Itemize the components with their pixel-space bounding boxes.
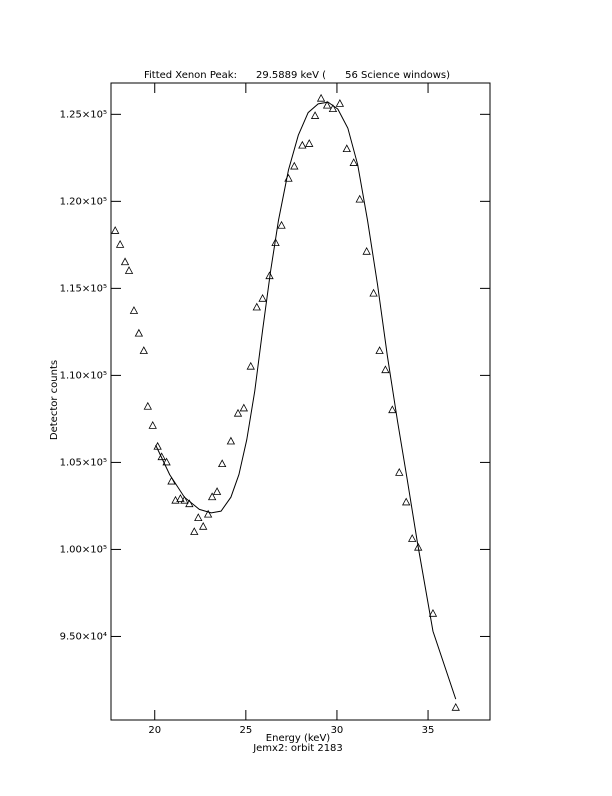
data-point	[143, 401, 152, 410]
data-point	[355, 194, 364, 203]
data-point	[451, 702, 460, 711]
data-point	[226, 436, 236, 445]
chart-title: Fitted Xenon Peak: 29.5889 keV ( 56 Scie…	[144, 70, 450, 81]
data-point	[258, 293, 267, 302]
y-tick-label: 1.05×10⁵	[60, 457, 107, 468]
data-point	[233, 408, 243, 417]
data-point	[362, 246, 371, 255]
data-point	[239, 403, 249, 412]
data-point	[271, 238, 280, 247]
data-point	[129, 306, 139, 314]
data-point	[124, 266, 134, 274]
data-point	[134, 328, 144, 337]
data-point	[246, 361, 255, 370]
y-tick-label: 9.50×10⁴	[60, 631, 107, 642]
data-point	[176, 494, 185, 502]
data-point	[194, 513, 203, 522]
data-point	[120, 257, 130, 266]
data-point	[277, 220, 286, 229]
data-point	[157, 452, 166, 461]
data-point	[328, 104, 338, 113]
data-point	[252, 302, 261, 311]
data-point	[115, 240, 125, 248]
data-point	[180, 495, 189, 504]
data-point	[171, 495, 180, 504]
data-point	[395, 468, 404, 476]
data-point	[402, 497, 411, 506]
fit-line	[155, 101, 457, 700]
y-tick-label: 1.10×10⁵	[60, 370, 107, 381]
x-tick-label: 30	[331, 725, 344, 736]
data-point	[212, 487, 222, 495]
data-point	[148, 421, 157, 429]
data-point	[428, 608, 438, 617]
data-point	[310, 111, 320, 119]
data-point	[111, 226, 120, 234]
data-point	[349, 158, 358, 166]
data-point	[190, 527, 199, 535]
data-point	[342, 144, 351, 153]
data-point	[408, 534, 417, 542]
data-point	[207, 492, 217, 501]
data-point	[316, 93, 326, 102]
data-point	[203, 509, 213, 518]
y-axis-label: Detector counts	[49, 360, 60, 440]
data-point	[414, 542, 423, 551]
data-point	[381, 365, 390, 374]
y-tick-label: 1.15×10⁵	[60, 283, 107, 294]
x-tick-label: 35	[422, 725, 435, 736]
plot-frame	[110, 82, 491, 721]
data-point	[199, 521, 208, 530]
x-axis-label: Energy (keV)	[266, 733, 331, 744]
data-point	[185, 499, 194, 508]
data-point	[388, 405, 397, 414]
data-point	[162, 457, 171, 466]
data-point	[335, 99, 345, 107]
data-point	[369, 288, 378, 297]
y-tick-label: 1.20×10⁵	[60, 196, 107, 207]
data-point	[375, 346, 384, 354]
x-tick-label: 20	[148, 725, 161, 736]
data-point	[298, 140, 307, 149]
data-point	[139, 346, 148, 354]
data-point	[322, 100, 332, 109]
y-tick-label: 1.25×10⁵	[60, 109, 107, 120]
data-point	[217, 459, 227, 468]
data-point	[290, 161, 299, 170]
y-tick-label: 1.00×10⁵	[60, 544, 107, 555]
data-point	[305, 139, 314, 147]
subtitle: Jemx2: orbit 2183	[252, 743, 343, 754]
x-tick-label: 25	[239, 725, 252, 736]
